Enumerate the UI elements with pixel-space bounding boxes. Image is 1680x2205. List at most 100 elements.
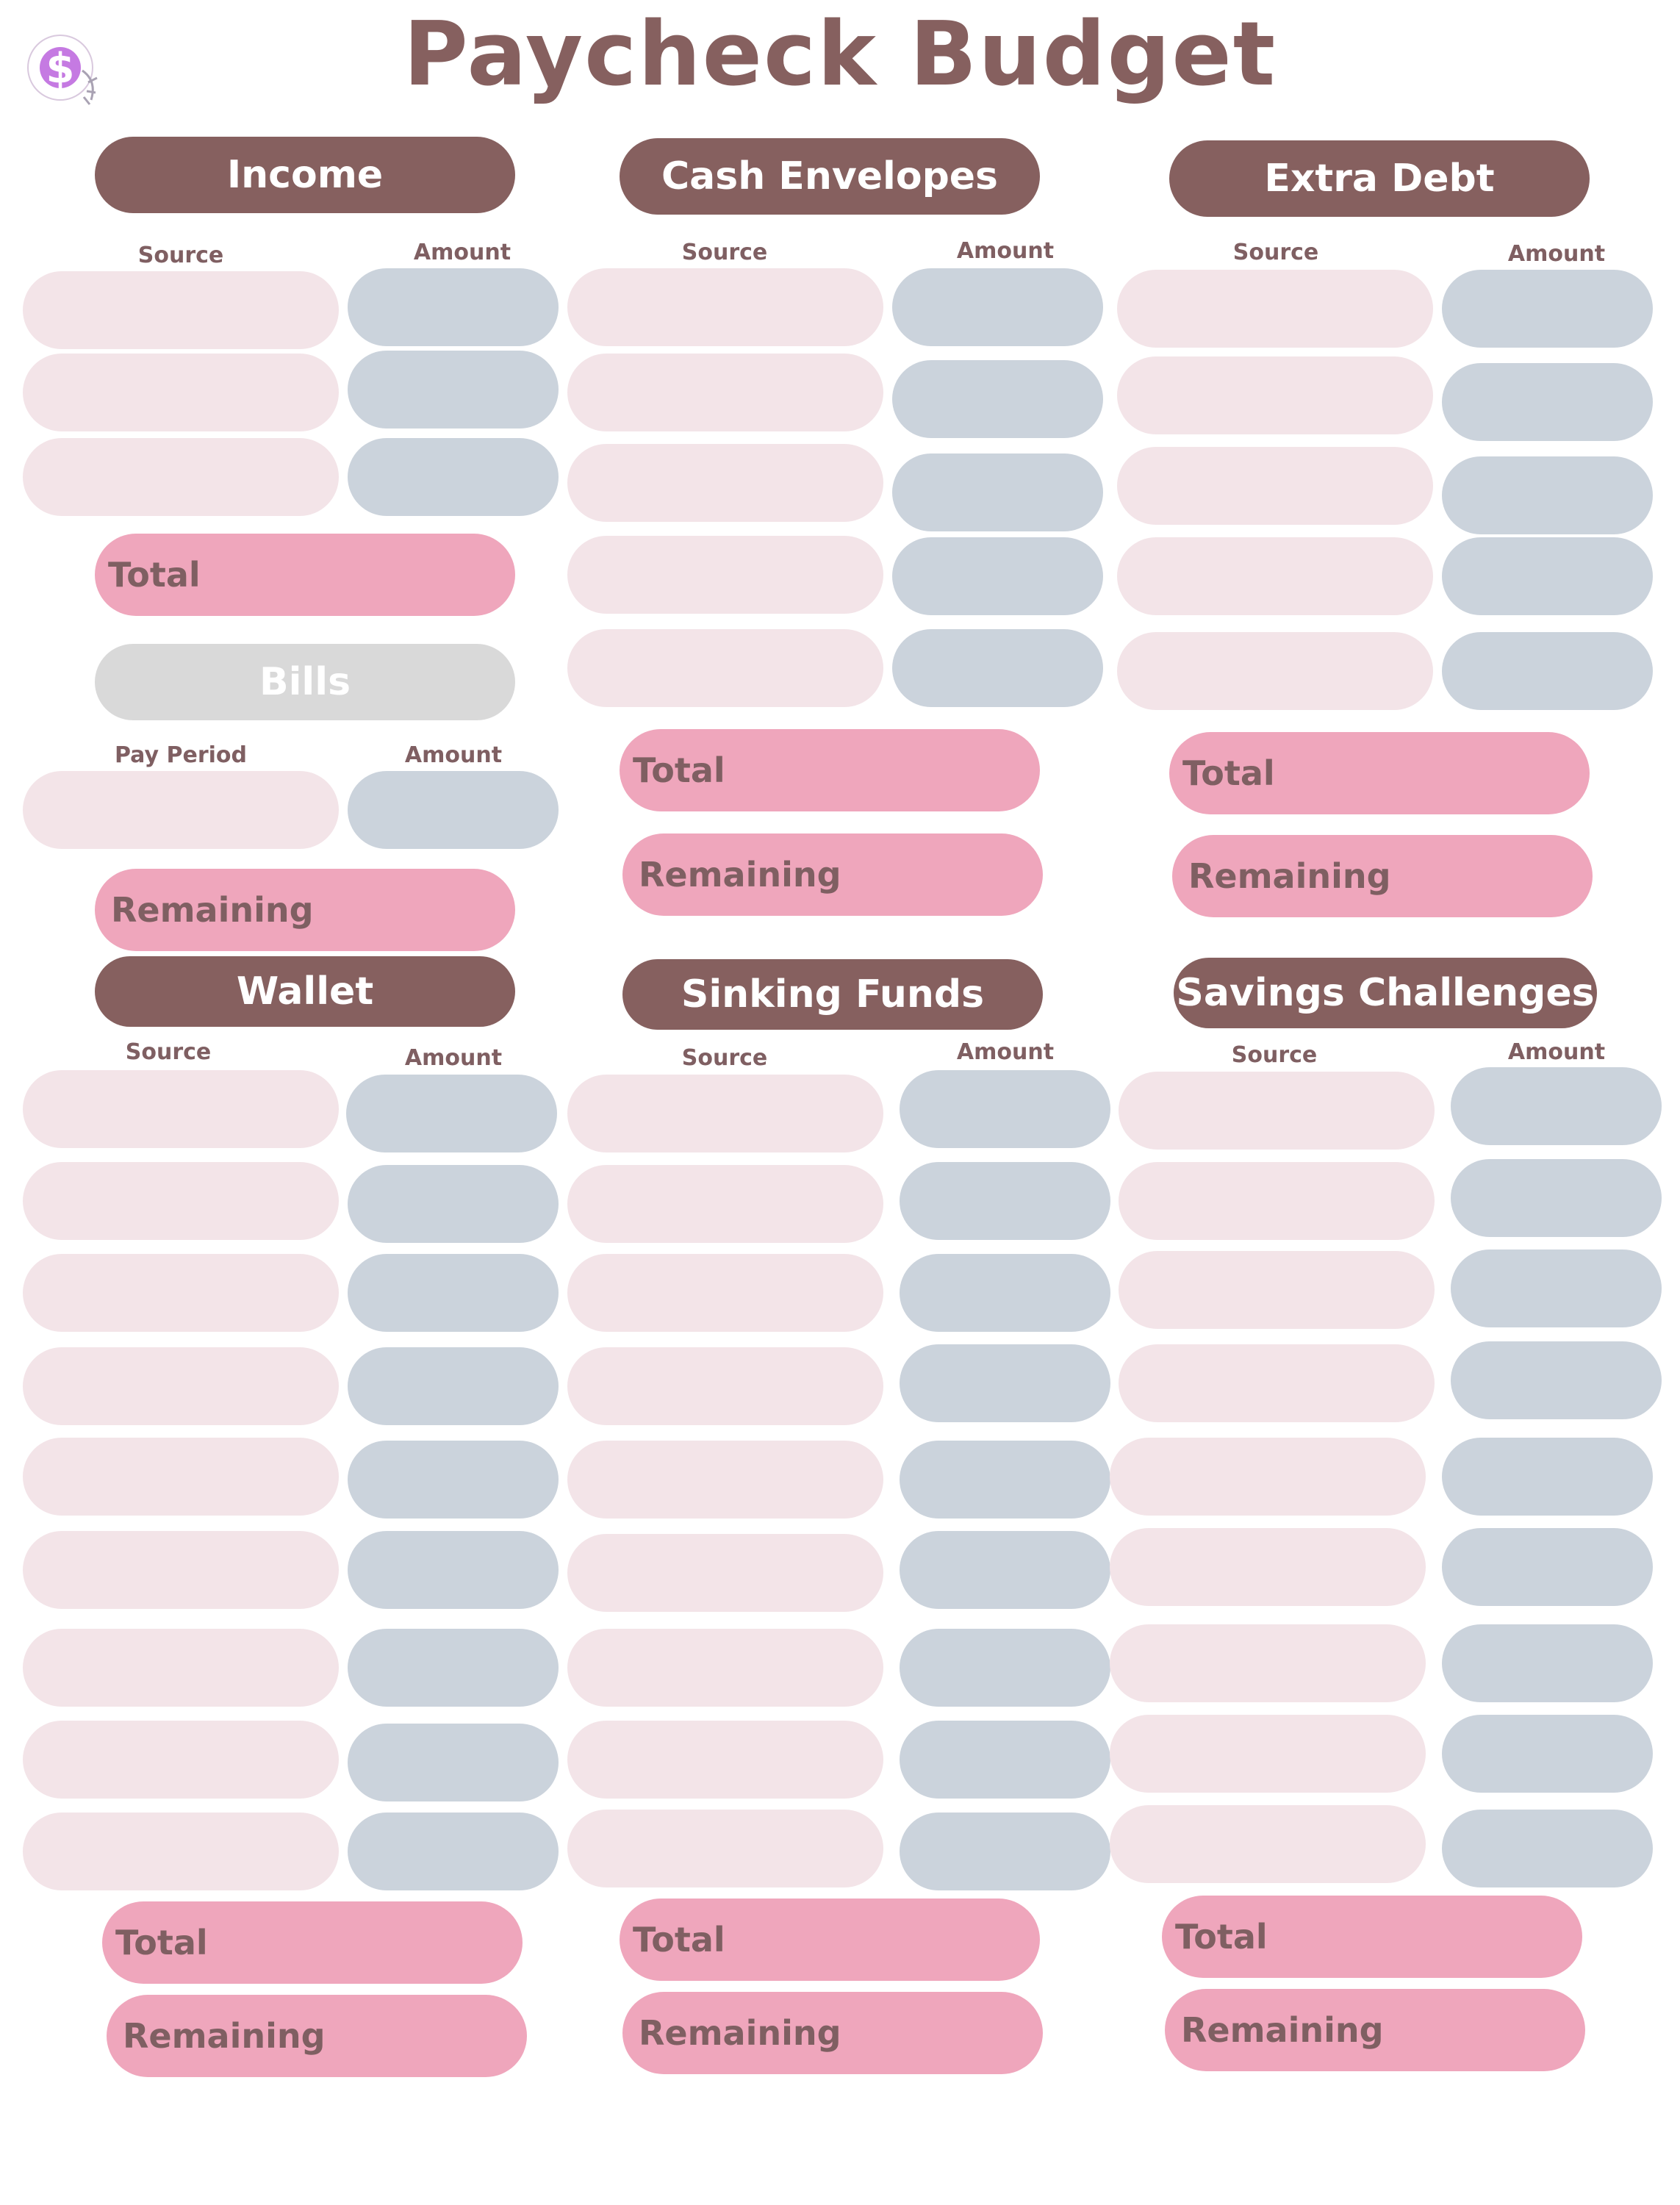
income-amount-field[interactable] [348, 351, 559, 429]
wallet-amount-field[interactable] [348, 1629, 559, 1707]
sinking-funds-source-field[interactable] [567, 1254, 883, 1332]
sinking-funds-amount-field[interactable] [900, 1254, 1110, 1332]
cash-envelopes-source-field[interactable] [567, 536, 883, 614]
sinking-funds-amount-field[interactable] [900, 1721, 1110, 1799]
income-header: Income [95, 137, 515, 213]
bills-amount-field[interactable] [348, 771, 559, 849]
sinking-funds-total-pill[interactable]: Total [620, 1899, 1040, 1981]
wallet-source-field[interactable] [23, 1531, 339, 1609]
wallet-source-field[interactable] [23, 1721, 339, 1799]
sinking-funds-source-field[interactable] [567, 1721, 883, 1799]
wallet-source-field[interactable] [23, 1629, 339, 1707]
wallet-remaining-pill[interactable]: Remaining [107, 1995, 527, 2077]
cash-envelopes-source-field[interactable] [567, 444, 883, 522]
extra-debt-source-field[interactable] [1117, 270, 1433, 348]
savings-challenges-total-pill[interactable]: Total [1162, 1896, 1582, 1978]
sinking-funds-source-field[interactable] [567, 1629, 883, 1707]
extra-debt-amount-field[interactable] [1442, 456, 1653, 534]
income-amount-field[interactable] [348, 268, 559, 346]
savings-challenges-source-field[interactable] [1110, 1805, 1426, 1883]
cash-envelopes-amount-field[interactable] [892, 629, 1103, 707]
savings-challenges-amount-field[interactable] [1442, 1624, 1653, 1702]
income-source-field[interactable] [23, 271, 339, 349]
savings-challenges-amount-field[interactable] [1442, 1528, 1653, 1606]
extra-debt-amount-field[interactable] [1442, 363, 1653, 441]
extra-debt-source-field[interactable] [1117, 632, 1433, 710]
sinking-funds-source-field[interactable] [567, 1441, 883, 1519]
wallet-amount-field[interactable] [348, 1441, 559, 1519]
extra-debt-source-field[interactable] [1117, 447, 1433, 525]
extra-debt-source-field[interactable] [1117, 356, 1433, 434]
sinking-funds-source-field[interactable] [567, 1534, 883, 1612]
wallet-source-field[interactable] [23, 1347, 339, 1425]
cash-envelopes-source-field[interactable] [567, 354, 883, 431]
cash-envelopes-source-field[interactable] [567, 629, 883, 707]
savings-challenges-amount-field[interactable] [1451, 1250, 1662, 1327]
savings-challenges-source-field[interactable] [1119, 1072, 1435, 1150]
savings-challenges-remaining-pill[interactable]: Remaining [1165, 1989, 1585, 2071]
savings-challenges-source-field[interactable] [1119, 1344, 1435, 1422]
extra-debt-amount-field[interactable] [1442, 537, 1653, 615]
wallet-amount-field[interactable] [348, 1254, 559, 1332]
sinking-funds-source-field[interactable] [567, 1347, 883, 1425]
savings-challenges-amount-field[interactable] [1442, 1810, 1653, 1887]
wallet-source-label: Source [125, 1039, 212, 1065]
savings-challenges-amount-field[interactable] [1442, 1715, 1653, 1793]
savings-challenges-source-field[interactable] [1119, 1162, 1435, 1240]
wallet-total-pill[interactable]: Total [102, 1901, 523, 1984]
wallet-source-field[interactable] [23, 1254, 339, 1332]
extra-debt-source-field[interactable] [1117, 537, 1433, 615]
sinking-funds-remaining-pill[interactable]: Remaining [622, 1992, 1043, 2074]
wallet-amount-field[interactable] [346, 1075, 557, 1152]
sinking-funds-amount-field[interactable] [900, 1070, 1110, 1148]
cash-envelopes-amount-field[interactable] [892, 360, 1103, 438]
total-label: Total [108, 555, 201, 595]
wallet-source-field[interactable] [23, 1813, 339, 1890]
dollar-sign-logo-icon: $ [27, 35, 98, 105]
wallet-source-field[interactable] [23, 1438, 339, 1516]
savings-challenges-source-field[interactable] [1110, 1715, 1426, 1793]
wallet-amount-field[interactable] [348, 1531, 559, 1609]
savings-challenges-amount-field[interactable] [1451, 1341, 1662, 1419]
cash-envelopes-remaining-pill[interactable]: Remaining [622, 833, 1043, 916]
savings-challenges-header: Savings Challenges [1174, 958, 1597, 1028]
savings-challenges-amount-field[interactable] [1451, 1159, 1662, 1237]
income-total-pill[interactable]: Total [95, 534, 515, 616]
savings-challenges-amount-field[interactable] [1442, 1438, 1653, 1516]
sinking-funds-source-field[interactable] [567, 1165, 883, 1243]
cash-envelopes-amount-field[interactable] [892, 537, 1103, 615]
sinking-funds-source-field[interactable] [567, 1810, 883, 1887]
sinking-funds-amount-field[interactable] [900, 1344, 1110, 1422]
extra-debt-remaining-pill[interactable]: Remaining [1172, 835, 1593, 917]
extra-debt-amount-field[interactable] [1442, 270, 1653, 348]
extra-debt-amount-field[interactable] [1442, 632, 1653, 710]
wallet-source-field[interactable] [23, 1070, 339, 1148]
wallet-amount-field[interactable] [348, 1165, 559, 1243]
savings-challenges-amount-field[interactable] [1451, 1067, 1662, 1145]
income-amount-field[interactable] [348, 438, 559, 516]
sinking-funds-amount-field[interactable] [900, 1531, 1110, 1609]
sinking-funds-amount-field[interactable] [900, 1162, 1110, 1240]
cash-envelopes-amount-field[interactable] [892, 268, 1103, 346]
savings-challenges-source-field[interactable] [1119, 1251, 1435, 1329]
sinking-funds-amount-field[interactable] [900, 1629, 1110, 1707]
savings-challenges-source-field[interactable] [1110, 1624, 1426, 1702]
bills-pay-period-field[interactable] [23, 771, 339, 849]
cash-envelopes-header: Cash Envelopes [620, 138, 1040, 215]
cash-envelopes-amount-field[interactable] [892, 453, 1103, 531]
savings-challenges-source-field[interactable] [1110, 1528, 1426, 1606]
income-source-field[interactable] [23, 438, 339, 516]
extra-debt-total-pill[interactable]: Total [1169, 732, 1590, 814]
wallet-amount-field[interactable] [348, 1347, 559, 1425]
sinking-funds-source-field[interactable] [567, 1075, 883, 1152]
cash-envelopes-source-field[interactable] [567, 268, 883, 346]
sinking-funds-amount-field[interactable] [900, 1813, 1110, 1890]
wallet-source-field[interactable] [23, 1162, 339, 1240]
income-source-field[interactable] [23, 354, 339, 431]
cash-envelopes-total-pill[interactable]: Total [620, 729, 1040, 811]
sinking-funds-amount-field[interactable] [900, 1441, 1110, 1519]
bills-remaining-pill[interactable]: Remaining [95, 869, 515, 951]
wallet-amount-field[interactable] [348, 1813, 559, 1890]
savings-challenges-source-field[interactable] [1110, 1438, 1426, 1516]
wallet-amount-field[interactable] [348, 1724, 559, 1801]
